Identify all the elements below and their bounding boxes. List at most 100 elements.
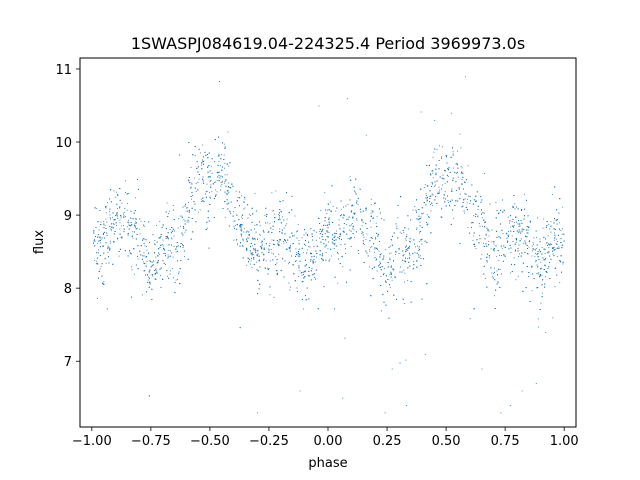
data-point <box>405 261 407 263</box>
data-point <box>425 193 427 195</box>
data-point <box>351 224 353 226</box>
data-point <box>278 241 280 243</box>
data-point <box>146 274 148 276</box>
data-point <box>382 259 384 261</box>
data-point <box>513 222 515 224</box>
data-point <box>479 223 480 225</box>
data-point <box>171 230 173 232</box>
data-point <box>96 298 98 299</box>
data-point <box>343 223 345 225</box>
data-point <box>404 272 406 274</box>
data-point <box>420 188 422 190</box>
data-point <box>261 252 263 254</box>
data-point <box>452 147 454 149</box>
data-point <box>190 198 192 200</box>
data-point <box>145 246 147 248</box>
data-point <box>119 206 121 208</box>
data-point <box>268 248 270 250</box>
data-point <box>559 242 561 243</box>
data-point <box>149 241 150 243</box>
data-point <box>266 216 267 217</box>
data-point <box>409 241 411 243</box>
data-point <box>546 271 547 272</box>
data-point <box>500 254 502 256</box>
data-point <box>362 242 364 244</box>
data-point <box>96 257 98 259</box>
data-point <box>445 155 447 156</box>
data-point <box>224 146 226 148</box>
data-point <box>240 225 242 227</box>
data-point <box>293 235 295 237</box>
data-point <box>105 262 107 264</box>
data-point <box>345 253 347 254</box>
data-point <box>407 228 409 230</box>
data-point <box>487 261 488 263</box>
data-point <box>98 252 100 254</box>
data-point <box>276 272 278 274</box>
data-point <box>225 179 227 181</box>
data-point <box>131 296 133 298</box>
data-point <box>521 231 523 233</box>
data-point <box>148 276 149 278</box>
data-point <box>197 211 199 213</box>
data-point <box>289 248 291 250</box>
data-point <box>146 260 148 262</box>
data-point <box>515 238 517 240</box>
data-point <box>315 250 317 252</box>
data-point <box>397 237 399 239</box>
data-point <box>95 227 97 228</box>
data-point <box>474 243 475 245</box>
data-point <box>173 277 174 279</box>
data-point <box>168 277 170 279</box>
data-point <box>552 193 554 195</box>
data-point <box>219 177 221 179</box>
data-point <box>311 236 313 237</box>
data-point <box>253 238 255 240</box>
data-point <box>416 218 418 220</box>
data-point <box>135 218 136 220</box>
data-point <box>457 176 459 178</box>
data-point <box>420 265 422 266</box>
data-point <box>452 154 454 156</box>
data-point <box>280 210 282 212</box>
data-point <box>197 181 199 183</box>
data-point <box>103 252 105 254</box>
data-point <box>513 257 515 259</box>
data-point <box>154 240 156 241</box>
data-point <box>225 185 227 187</box>
data-point <box>355 178 357 180</box>
data-point <box>173 209 174 211</box>
data-point <box>171 237 173 239</box>
data-point <box>178 273 180 275</box>
data-point <box>491 241 493 243</box>
data-point <box>159 254 161 255</box>
data-point <box>347 218 349 220</box>
data-point <box>541 267 543 269</box>
data-point <box>507 241 509 243</box>
data-point <box>356 219 358 221</box>
data-point <box>288 282 290 284</box>
data-point <box>129 250 131 252</box>
data-point <box>142 255 143 257</box>
data-point <box>463 199 465 201</box>
data-point <box>546 242 548 244</box>
data-point <box>257 270 259 272</box>
data-point <box>442 174 444 176</box>
data-point <box>243 201 245 203</box>
data-point <box>173 235 175 237</box>
data-point <box>477 208 479 210</box>
data-point <box>353 213 355 215</box>
data-point <box>113 190 115 192</box>
data-point <box>562 263 564 265</box>
data-point <box>535 230 537 232</box>
data-point <box>353 229 355 231</box>
data-point <box>143 221 145 222</box>
data-point <box>296 291 298 292</box>
data-point <box>94 259 96 261</box>
data-point <box>259 225 261 227</box>
data-point <box>308 275 310 277</box>
data-point <box>345 205 347 207</box>
data-point <box>95 252 97 254</box>
data-point <box>399 271 401 273</box>
data-point <box>131 269 133 271</box>
